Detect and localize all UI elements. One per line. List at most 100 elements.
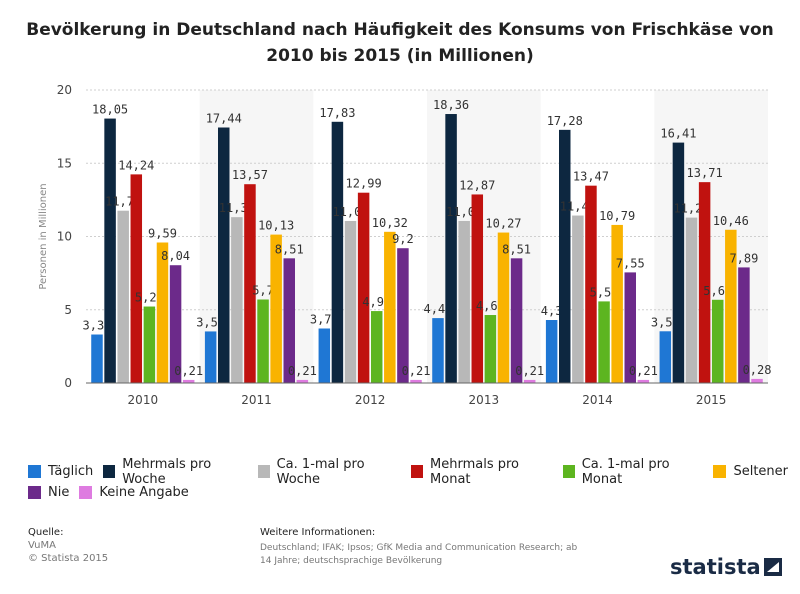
bar	[283, 258, 295, 383]
legend-swatch	[79, 486, 93, 499]
data-label: 8,04	[161, 249, 190, 263]
data-label: 4,43	[424, 302, 453, 316]
bar	[725, 229, 737, 383]
legend-item[interactable]: Ca. 1-mal pro Woche	[257, 456, 401, 487]
data-label: 14,24	[118, 158, 154, 172]
y-tick-label: 0	[64, 376, 72, 390]
legend-label: Täglich	[48, 464, 94, 479]
x-tick-label: 2014	[582, 393, 613, 407]
legend-label: Mehrmals pro Monat	[430, 456, 520, 487]
bar	[458, 220, 470, 383]
bar	[156, 242, 169, 383]
y-axis-title: Personen in Millionen	[38, 183, 49, 289]
data-label: 17,83	[319, 106, 355, 120]
legend-label: Ca. 1-mal pro Monat	[581, 456, 670, 487]
bar	[182, 379, 195, 383]
bar	[559, 129, 571, 383]
data-label: 16,41	[660, 127, 696, 141]
data-label: 0,21	[288, 364, 317, 378]
info-block: Weitere Informationen: Deutschland; IFAK…	[260, 526, 590, 568]
legend-item[interactable]: Nie	[28, 485, 69, 500]
data-label: 8,51	[275, 242, 304, 256]
data-label: 13,71	[687, 166, 723, 180]
bar	[244, 184, 256, 383]
bar	[318, 328, 331, 383]
bar	[545, 320, 558, 383]
data-label: 3,53	[651, 315, 680, 329]
legend-label: Keine Angabe	[99, 485, 189, 500]
legend-label: Nie	[48, 485, 70, 500]
legend-item[interactable]: Mehrmals pro Monat	[411, 457, 553, 487]
data-label: 0,28	[743, 363, 772, 377]
data-label: 17,28	[547, 114, 583, 128]
statista-logo[interactable]: statista	[670, 555, 782, 579]
data-label: 10,32	[372, 216, 408, 230]
data-label: 10,27	[485, 217, 521, 231]
data-label: 7,55	[616, 256, 645, 270]
data-label: 4,91	[362, 295, 391, 309]
bar	[357, 192, 370, 383]
legend-label: Ca. 1-mal pro Woche	[276, 456, 365, 487]
y-tick-label: 20	[57, 83, 72, 97]
x-tick-label: 2015	[696, 393, 727, 407]
bar	[711, 299, 724, 383]
bar	[672, 142, 685, 383]
legend: Täglich Mehrmals pro Woche Ca. 1-mal pro W…	[28, 457, 798, 503]
legend-row: Täglich Mehrmals pro Woche Ca. 1-mal pro W…	[28, 457, 798, 487]
bar	[104, 118, 116, 383]
bar	[659, 331, 672, 383]
bar	[231, 217, 243, 383]
legend-item[interactable]: Täglich	[28, 464, 93, 479]
y-tick-label: 15	[57, 156, 72, 170]
bar	[484, 315, 497, 383]
bar	[331, 121, 344, 383]
legend-swatch	[28, 465, 41, 478]
bar	[143, 306, 156, 383]
bar	[611, 224, 623, 383]
data-label: 10,79	[599, 209, 635, 223]
bar	[698, 182, 711, 383]
data-label: 12,99	[346, 177, 382, 191]
legend-swatch	[713, 465, 727, 478]
y-tick-label: 5	[64, 303, 72, 317]
data-label: 10,13	[258, 219, 294, 233]
bar	[384, 231, 396, 383]
copyright-line: © Statista 2015	[28, 553, 109, 564]
x-tick-label: 2012	[355, 393, 386, 407]
bar	[432, 318, 444, 383]
legend-item[interactable]: Keine Angabe	[79, 485, 189, 500]
data-label: 13,57	[232, 168, 268, 182]
data-label: 0,21	[629, 364, 658, 378]
data-label: 5,68	[703, 284, 732, 298]
bar	[397, 248, 409, 383]
legend-item[interactable]: Mehrmals pro Woche	[103, 457, 247, 487]
data-label: 0,21	[174, 364, 203, 378]
legend-label: Mehrmals pro Woche	[122, 456, 212, 487]
legend-swatch	[257, 465, 270, 478]
source-block: Quelle: VuMA © Statista 2015	[28, 526, 108, 565]
legend-swatch	[103, 465, 116, 478]
data-label: 8,51	[502, 242, 531, 256]
bar	[204, 331, 217, 383]
data-label: 3,31	[83, 319, 112, 333]
legend-swatch	[28, 486, 41, 499]
data-label: 17,44	[206, 112, 242, 126]
bar	[169, 265, 182, 383]
bar	[410, 379, 422, 383]
legend-item[interactable]: Ca. 1-mal pro Monat	[562, 456, 704, 487]
legend-item[interactable]: Seltener	[713, 464, 788, 479]
legend-label: Seltener	[733, 464, 788, 479]
legend-swatch	[562, 465, 575, 478]
bar	[257, 299, 269, 383]
bar	[598, 301, 610, 383]
x-tick-label: 2013	[469, 393, 500, 407]
data-label: 3,72	[310, 313, 339, 327]
logo-mark-icon	[763, 558, 782, 576]
data-label: 4,64	[476, 299, 505, 313]
bar	[471, 194, 484, 383]
info-text: Deutschland; IFAK; Ipsos; GfK Media and …	[260, 543, 578, 566]
x-tick-label: 2011	[241, 393, 272, 407]
data-label: 18,05	[92, 103, 128, 117]
bar	[91, 334, 103, 383]
